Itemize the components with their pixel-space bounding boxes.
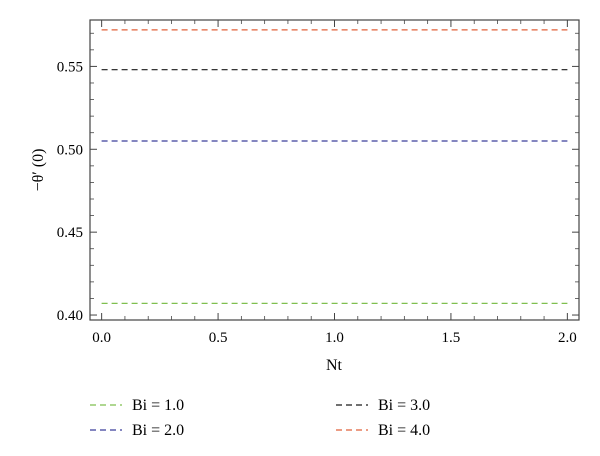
x-tick-label: 1.5 xyxy=(442,330,461,346)
series-lines xyxy=(101,29,568,304)
x-tick-label: 0.0 xyxy=(92,330,111,346)
y-axis-ticks: 0.40 0.45 0.50 0.55 xyxy=(57,32,579,324)
legend-label: Bi = 2.0 xyxy=(132,422,184,439)
legend-label: Bi = 3.0 xyxy=(378,397,430,414)
x-tick-label: 0.5 xyxy=(209,330,228,346)
y-tick-label: 0.50 xyxy=(57,142,83,158)
x-axis-title: Nt xyxy=(326,357,343,374)
legend-label: Bi = 4.0 xyxy=(378,422,430,439)
y-axis-title: −θ′ (0) xyxy=(30,149,47,192)
x-tick-label: 2.0 xyxy=(558,330,577,346)
y-tick-label: 0.40 xyxy=(57,308,83,324)
legend: Bi = 1.0 Bi = 3.0 Bi = 2.0 Bi = 4.0 xyxy=(90,397,430,439)
plot-frame xyxy=(89,19,580,321)
x-axis-ticks: 0.0 0.5 1.0 1.5 2.0 xyxy=(92,20,577,346)
y-tick-label: 0.55 xyxy=(57,59,83,75)
y-tick-label: 0.45 xyxy=(57,225,83,241)
x-tick-label: 1.0 xyxy=(325,330,344,346)
legend-label: Bi = 1.0 xyxy=(132,397,184,414)
